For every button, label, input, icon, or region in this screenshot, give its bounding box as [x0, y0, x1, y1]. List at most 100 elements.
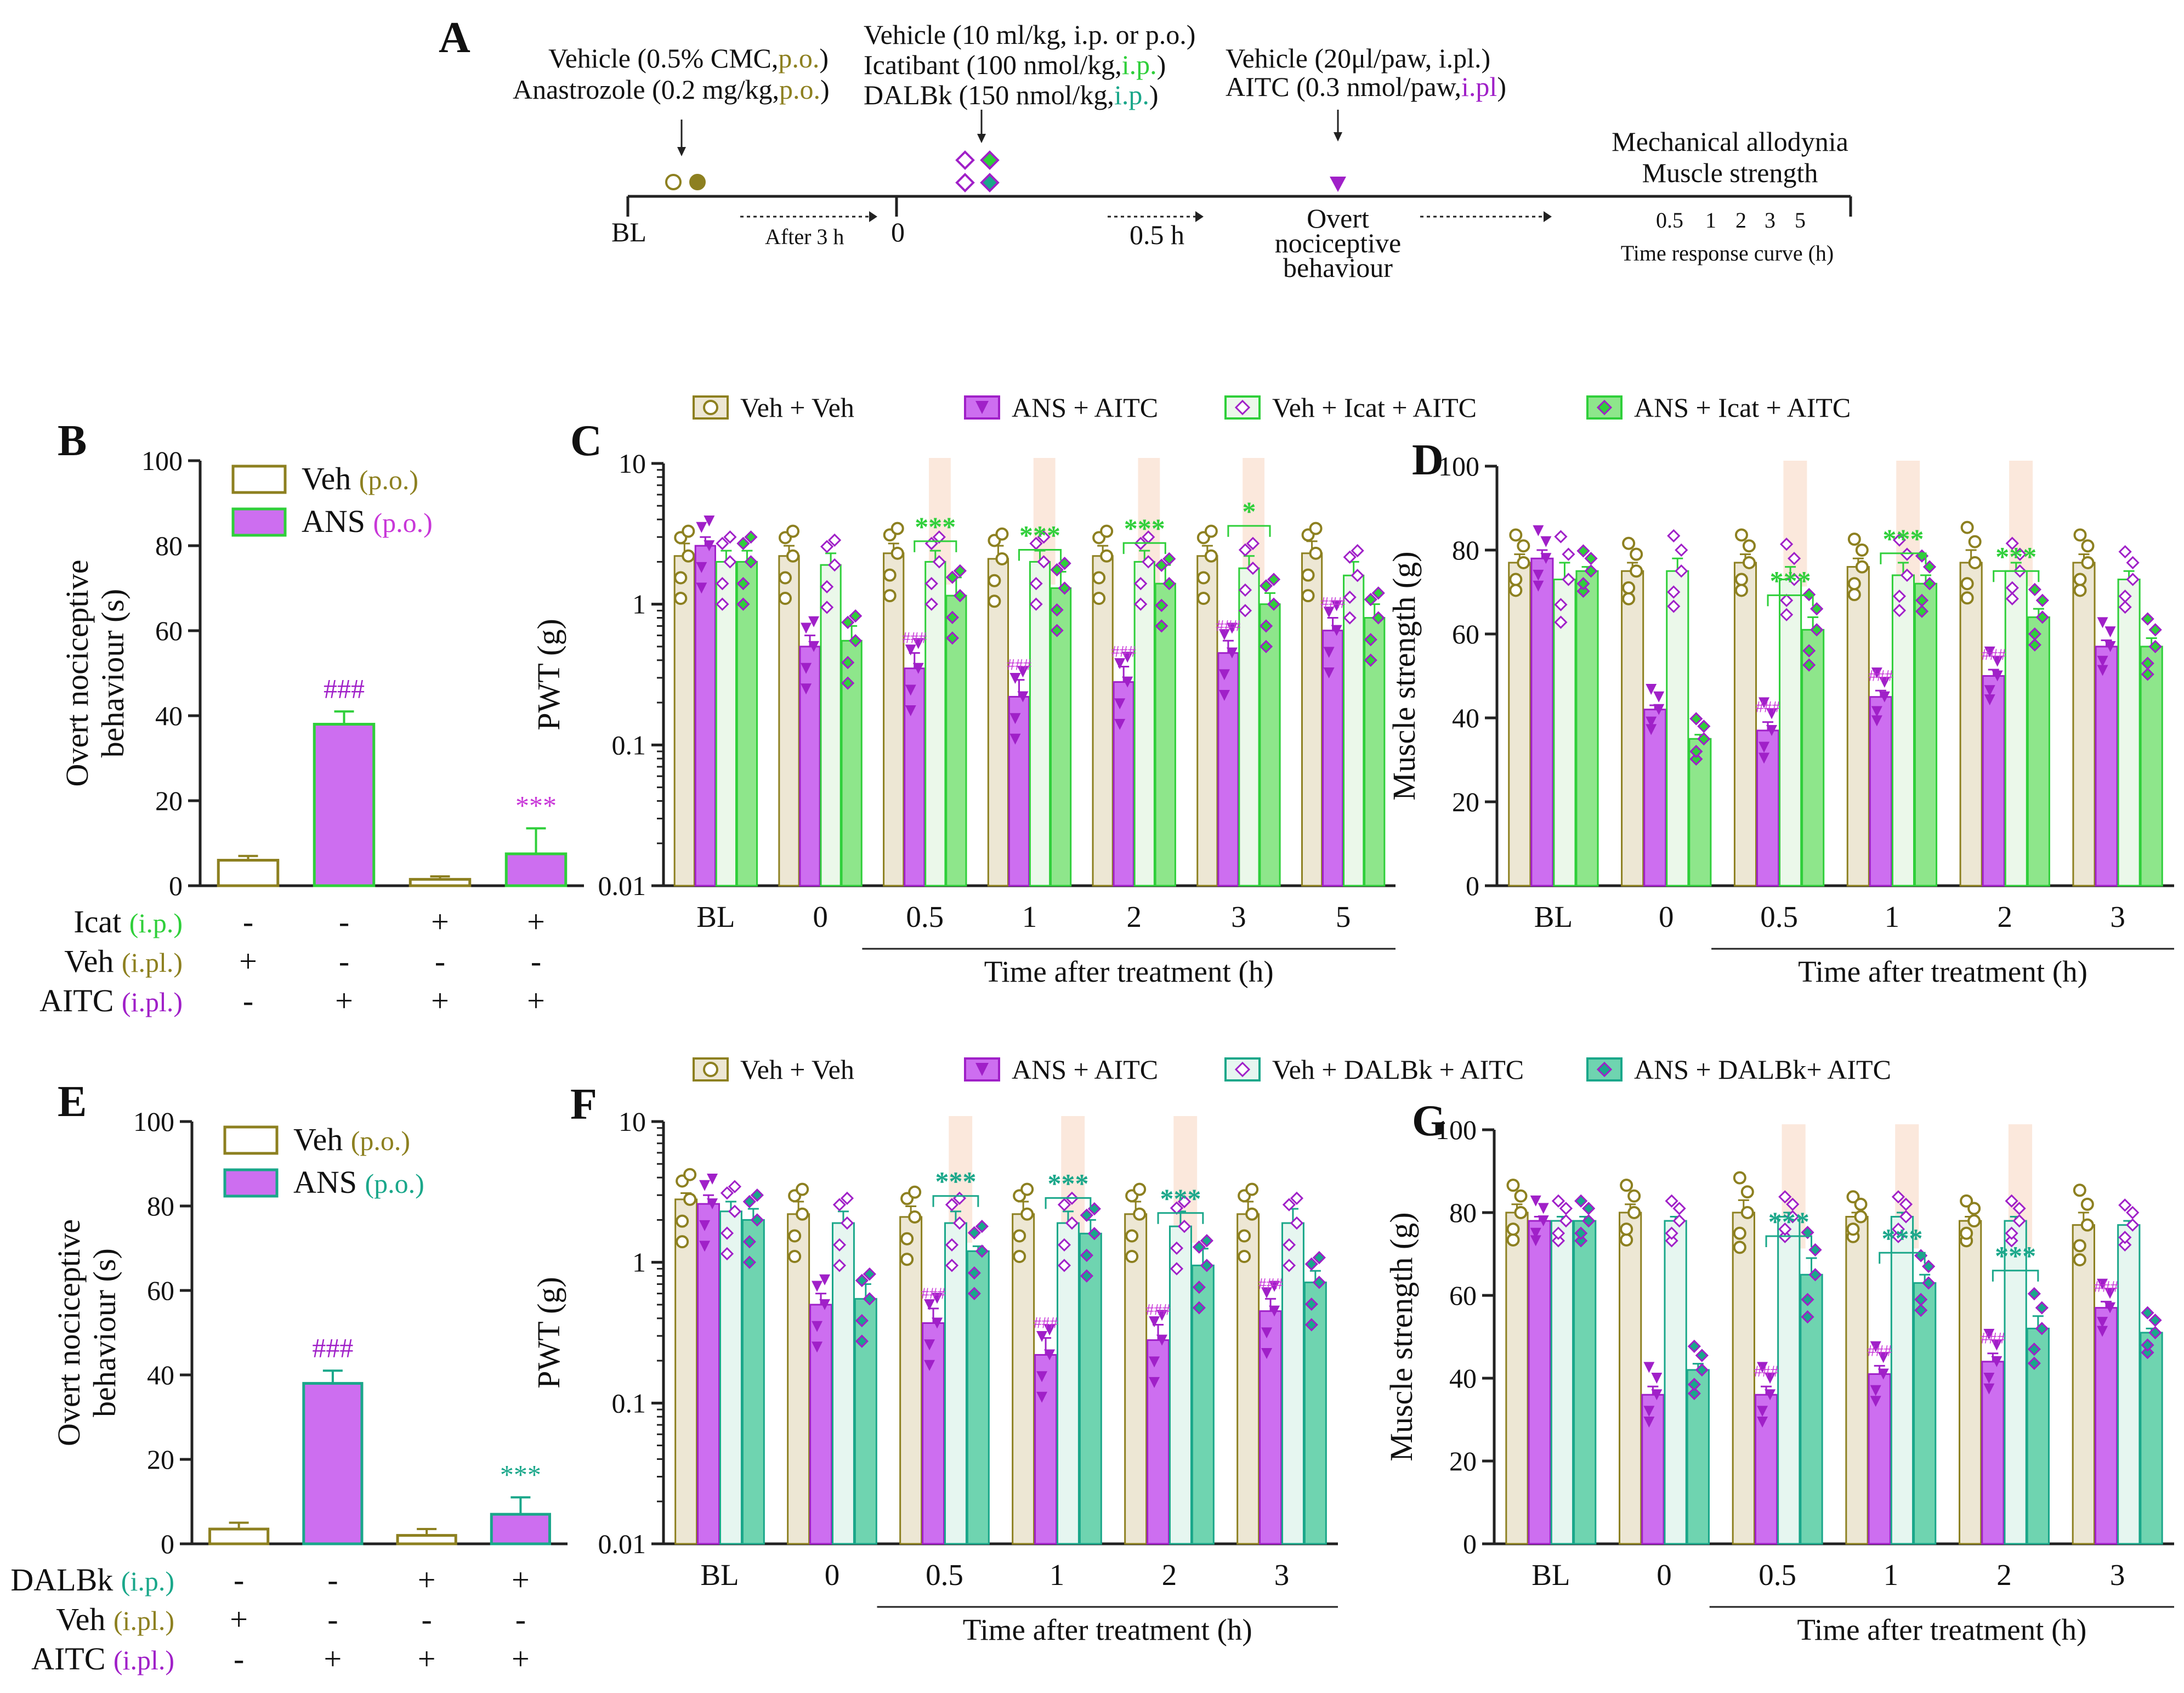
data-point	[1584, 552, 1598, 565]
data-point	[1854, 1210, 1868, 1224]
data-point	[1871, 706, 1882, 717]
tp-2: 2	[1735, 208, 1746, 233]
data-point	[2097, 1317, 2108, 1328]
legend-swatch	[223, 1125, 279, 1155]
x-axis-label: Time after treatment (h)	[1798, 955, 2087, 988]
timeline-line2: Anastrozole (0.2 mg/kg,p.o.)	[513, 74, 830, 105]
data-point	[1037, 530, 1051, 544]
data-point	[1870, 1396, 1881, 1407]
data-point	[707, 1173, 718, 1185]
significance-mark: ***	[1124, 513, 1165, 543]
vehicle-circle-symbol	[665, 174, 682, 190]
data-point	[1665, 1234, 1678, 1248]
timeline-seg: )	[819, 43, 829, 73]
data-point	[2148, 1326, 2162, 1340]
bar	[1732, 1211, 1755, 1545]
y-tick-label: 1	[632, 589, 646, 620]
data-point	[2012, 1214, 2026, 1228]
bar	[1303, 1281, 1327, 1545]
data-point	[1877, 1352, 1889, 1363]
data-point	[840, 1216, 854, 1230]
bar	[1846, 566, 1870, 887]
row-sign: -	[435, 943, 445, 979]
data-point	[1960, 520, 1974, 534]
data-point	[1574, 1226, 1588, 1240]
bar	[2094, 1307, 2118, 1545]
x-tick-label: 1	[1022, 900, 1037, 933]
data-point	[2097, 1326, 2108, 1337]
bar	[1079, 1232, 1102, 1545]
data-point	[932, 1293, 943, 1304]
bar	[945, 594, 967, 887]
hash-mark: ###	[2094, 1277, 2119, 1295]
y-tick-label: 100	[1436, 1114, 1477, 1145]
row-sign: +	[335, 983, 353, 1018]
data-point	[1170, 1262, 1184, 1276]
data-point	[900, 1253, 914, 1266]
bar	[1301, 552, 1323, 887]
bar	[1530, 557, 1554, 887]
data-point	[841, 615, 855, 629]
data-point	[1364, 633, 1377, 647]
bar	[313, 723, 376, 887]
data-point	[1665, 1194, 1678, 1208]
y-tick-label: 80	[147, 1191, 174, 1221]
significance-mark: *	[1242, 496, 1256, 526]
data-point	[1036, 1391, 1048, 1403]
data-point	[2118, 545, 2132, 559]
legend-label: Veh (p.o.)	[302, 461, 418, 496]
data-point	[945, 1238, 959, 1252]
data-point	[704, 540, 715, 552]
significance-bracket	[1157, 1212, 1204, 1224]
data-point	[1506, 1179, 1520, 1192]
x-tick-label: BL	[696, 900, 735, 933]
data-point	[1733, 1241, 1746, 1254]
data-point	[1622, 581, 1636, 594]
bar	[719, 1210, 742, 1545]
data-point	[1245, 1207, 1259, 1221]
y-tick-label: 20	[155, 785, 183, 816]
data-point	[1218, 689, 1230, 701]
panel-b: 0 20 40 60 80 100 Overt nociceptive behaviour (…	[39, 445, 584, 1018]
y-tick-label: 20	[1452, 786, 1479, 817]
timeline-bl: BL	[611, 217, 646, 247]
data-point	[1238, 543, 1252, 557]
data-point	[1643, 1362, 1655, 1373]
data-point	[1983, 1328, 1995, 1340]
bar	[1505, 1211, 1529, 1545]
legend-label: Veh (p.o.)	[293, 1122, 410, 1157]
dotted-arrow-2-head	[1195, 211, 1204, 222]
data-point	[1870, 1385, 1881, 1396]
x-tick-label: BL	[1534, 900, 1573, 933]
aitc-triangle-symbol	[1330, 177, 1346, 192]
data-point	[1204, 549, 1218, 563]
data-point	[716, 597, 729, 611]
bar	[1056, 1222, 1080, 1545]
bar	[904, 667, 926, 887]
bar	[1801, 628, 1825, 887]
x-tick-label: 0	[825, 1558, 840, 1592]
data-point	[1170, 1241, 1184, 1255]
data-point	[1331, 625, 1342, 636]
y-axis-label: Muscle strength (g)	[1386, 551, 1422, 800]
data-point	[1267, 573, 1281, 586]
data-point	[820, 580, 834, 594]
data-point	[1574, 1194, 1588, 1208]
legend-label: ANS + AITC	[1012, 392, 1158, 423]
data-point	[1020, 1182, 1034, 1196]
data-point	[2097, 665, 2108, 676]
hash-mark: ###	[921, 1284, 946, 1303]
data-point	[2104, 626, 2116, 638]
data-point	[1301, 589, 1315, 603]
x-tick-label: 0	[1657, 1558, 1672, 1592]
data-point	[1891, 1190, 1905, 1204]
data-point	[1915, 593, 1929, 607]
data-point	[908, 1210, 922, 1224]
data-point	[2126, 1218, 2140, 1232]
data-point	[1029, 577, 1043, 591]
data-point	[1323, 647, 1335, 658]
data-point	[924, 597, 938, 611]
timeline-zero: 0	[891, 217, 905, 247]
data-point	[1238, 1229, 1251, 1243]
data-point	[1554, 598, 1568, 611]
